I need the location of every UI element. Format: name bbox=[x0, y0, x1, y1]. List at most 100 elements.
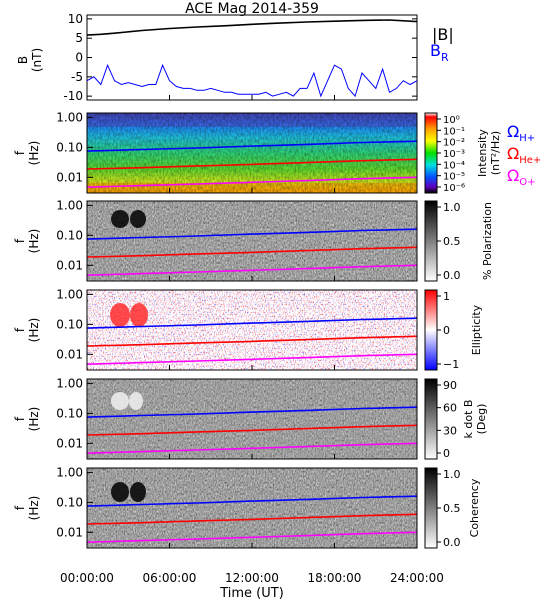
ytick-label-3-1: 0.10 bbox=[56, 317, 83, 331]
kdotb-blob-1 bbox=[111, 392, 129, 410]
ellipticity-ylabel-1: f bbox=[13, 327, 27, 332]
intensity-texture bbox=[87, 113, 417, 193]
legend-b-radial-main: B bbox=[430, 41, 441, 60]
ytick-label-5-0: 1.00 bbox=[56, 465, 83, 479]
polarization-blob-2 bbox=[130, 210, 146, 228]
b-field-yticks: 10 5 0 -5 -10 bbox=[63, 12, 417, 103]
xtick-label-3: 18:00:00 bbox=[308, 571, 362, 585]
b-radial-line bbox=[86, 63, 418, 98]
ellipticity-omega-he bbox=[87, 335, 417, 347]
gyro-legend-symbol-0: Ω bbox=[507, 122, 519, 141]
coherency-ylabel-2: (Hz) bbox=[27, 496, 41, 521]
panel-ellipticity: 1.00 0.10 0.01 f (Hz) 1 0 −1 Ellipticity bbox=[13, 287, 483, 371]
polarization-ylabel-1: f bbox=[13, 238, 27, 243]
coherency-yticks: 1.00 0.10 0.01 bbox=[56, 465, 93, 539]
polarization-yticks: 1.00 0.10 0.01 bbox=[56, 198, 93, 272]
ytick-label-5-1: 0.10 bbox=[56, 495, 83, 509]
ellipticity-blue-noise bbox=[87, 290, 417, 370]
ellipticity-colorbar bbox=[424, 289, 438, 371]
gyro-legend: ΩH+ΩHe+ΩO+ bbox=[507, 122, 541, 188]
ytick-label-3-2: 0.01 bbox=[56, 347, 83, 361]
polarization-blob-1 bbox=[111, 210, 129, 228]
intensity-yticks: 1.00 0.10 0.01 bbox=[56, 110, 93, 184]
cb-label-5-2: 0.0 bbox=[443, 536, 461, 549]
kdotb-heatmap bbox=[87, 379, 417, 459]
kdotb-colorbar-label-2: (Deg) bbox=[475, 404, 488, 435]
intensity-colorbar-label-2: (nT²/Hz) bbox=[489, 131, 502, 175]
coherency-heatmap bbox=[87, 468, 417, 548]
gyro-legend-sub-0: H+ bbox=[519, 133, 535, 144]
panel-polarization: 1.00 0.10 0.01 f (Hz) 1.0 0.5 0.0 % Polariza… bbox=[13, 198, 494, 282]
kdotb-colorbar bbox=[424, 378, 438, 460]
b-field-ytick-label-4: -10 bbox=[63, 89, 83, 103]
ellipticity-omega-o bbox=[87, 353, 417, 365]
ytick-label-5-2: 0.01 bbox=[56, 525, 83, 539]
panel-k-dot-b: 1.00 0.10 0.01 f (Hz) 90 60 30 0 k dot B (Deg… bbox=[13, 376, 488, 460]
xtick-label-4: 24:00:00 bbox=[390, 571, 444, 585]
cb-label-4-1: 60 bbox=[443, 402, 457, 415]
polarization-colorbar bbox=[424, 200, 438, 282]
kdotb-ylabel-2: (Hz) bbox=[27, 407, 41, 432]
b-field-ytick-label-3: -5 bbox=[71, 70, 83, 84]
x-axis: 00:00:00 06:00:00 12:00:00 18:00:00 24:00:00 bbox=[60, 95, 444, 585]
intensity-omega-h bbox=[87, 140, 417, 152]
kdotb-omega-o bbox=[87, 442, 417, 454]
legend-b-radial: BR bbox=[430, 41, 449, 64]
ytick-label-1-2: 0.01 bbox=[56, 170, 83, 184]
cb-label-2-2: 0.0 bbox=[443, 269, 461, 282]
intensity-colorbar bbox=[424, 112, 438, 194]
cb-label-3-0: 1 bbox=[443, 290, 450, 303]
coherency-colorbar-label: Coherency bbox=[468, 478, 481, 537]
intensity-omega-o bbox=[87, 176, 417, 188]
coherency-colorbar bbox=[424, 467, 438, 549]
b-field-ylabel-1: B bbox=[16, 56, 30, 64]
gyro-legend-h-plus: ΩH+ bbox=[507, 122, 535, 144]
coherency-omega-he bbox=[87, 513, 417, 525]
ellipticity-blob-1 bbox=[110, 303, 130, 327]
ytick-label-2-0: 1.00 bbox=[56, 198, 83, 212]
coherency-colorbar-ticks: 1.0 0.5 0.0 bbox=[437, 468, 461, 549]
gyro-legend-symbol-1: Ω bbox=[507, 144, 519, 163]
intensity-cb-label-5: 10⁻⁵ bbox=[443, 172, 465, 183]
gyro-legend-sub-1: He+ bbox=[519, 155, 541, 166]
kdotb-ylabel-1: f bbox=[13, 416, 27, 421]
kdotb-yticks: 1.00 0.10 0.01 bbox=[56, 376, 93, 450]
xtick-label-1: 06:00:00 bbox=[143, 571, 197, 585]
legend-b-radial-sub: R bbox=[441, 51, 449, 64]
coherency-ylabel-1: f bbox=[13, 505, 27, 510]
cb-label-2-1: 0.5 bbox=[443, 235, 461, 248]
xtick-label-0: 00:00:00 bbox=[60, 571, 114, 585]
b-field-ytick-label-2: 0 bbox=[75, 51, 83, 65]
gyro-legend-he-plus: ΩHe+ bbox=[507, 144, 541, 166]
kdotb-omega-h bbox=[87, 406, 417, 418]
ytick-label-4-1: 0.10 bbox=[56, 406, 83, 420]
kdotb-omega-he bbox=[87, 424, 417, 436]
b-field-frame bbox=[86, 14, 418, 101]
cb-label-4-0: 90 bbox=[443, 379, 457, 392]
b-field-ytick-label-1: 5 bbox=[75, 31, 83, 45]
gyro-legend-sub-2: O+ bbox=[519, 177, 535, 188]
chart-title: ACE Mag 2014-359 bbox=[185, 1, 319, 17]
b-total-line bbox=[86, 19, 418, 36]
intensity-ylabel-2: (Hz) bbox=[27, 141, 41, 166]
polarization-omega-o bbox=[87, 264, 417, 276]
intensity-cb-label-4: 10⁻⁴ bbox=[443, 160, 465, 171]
coherency-blob-1 bbox=[111, 482, 129, 502]
ytick-label-1-1: 0.10 bbox=[56, 140, 83, 154]
cb-label-5-0: 1.0 bbox=[443, 468, 461, 481]
intensity-colorbar-label-1: Intensity bbox=[476, 129, 489, 177]
cb-label-2-0: 1.0 bbox=[443, 201, 461, 214]
ytick-label-3-0: 1.00 bbox=[56, 287, 83, 301]
panel-intensity: 1.000.100.01 f (Hz) 10⁰10⁻¹10⁻²10⁻³10⁻⁴1… bbox=[13, 110, 541, 194]
ytick-label-4-2: 0.01 bbox=[56, 436, 83, 450]
gyro-legend-o-plus: ΩO+ bbox=[507, 166, 535, 188]
ellipticity-colorbar-label: Ellipticity bbox=[470, 304, 483, 355]
intensity-cb-label-3: 10⁻³ bbox=[443, 149, 465, 160]
legend-b-total: |B| bbox=[432, 25, 454, 44]
intensity-ylabel-1: f bbox=[13, 150, 27, 155]
cb-label-5-1: 0.5 bbox=[443, 502, 461, 515]
cb-label-4-2: 30 bbox=[443, 424, 457, 437]
